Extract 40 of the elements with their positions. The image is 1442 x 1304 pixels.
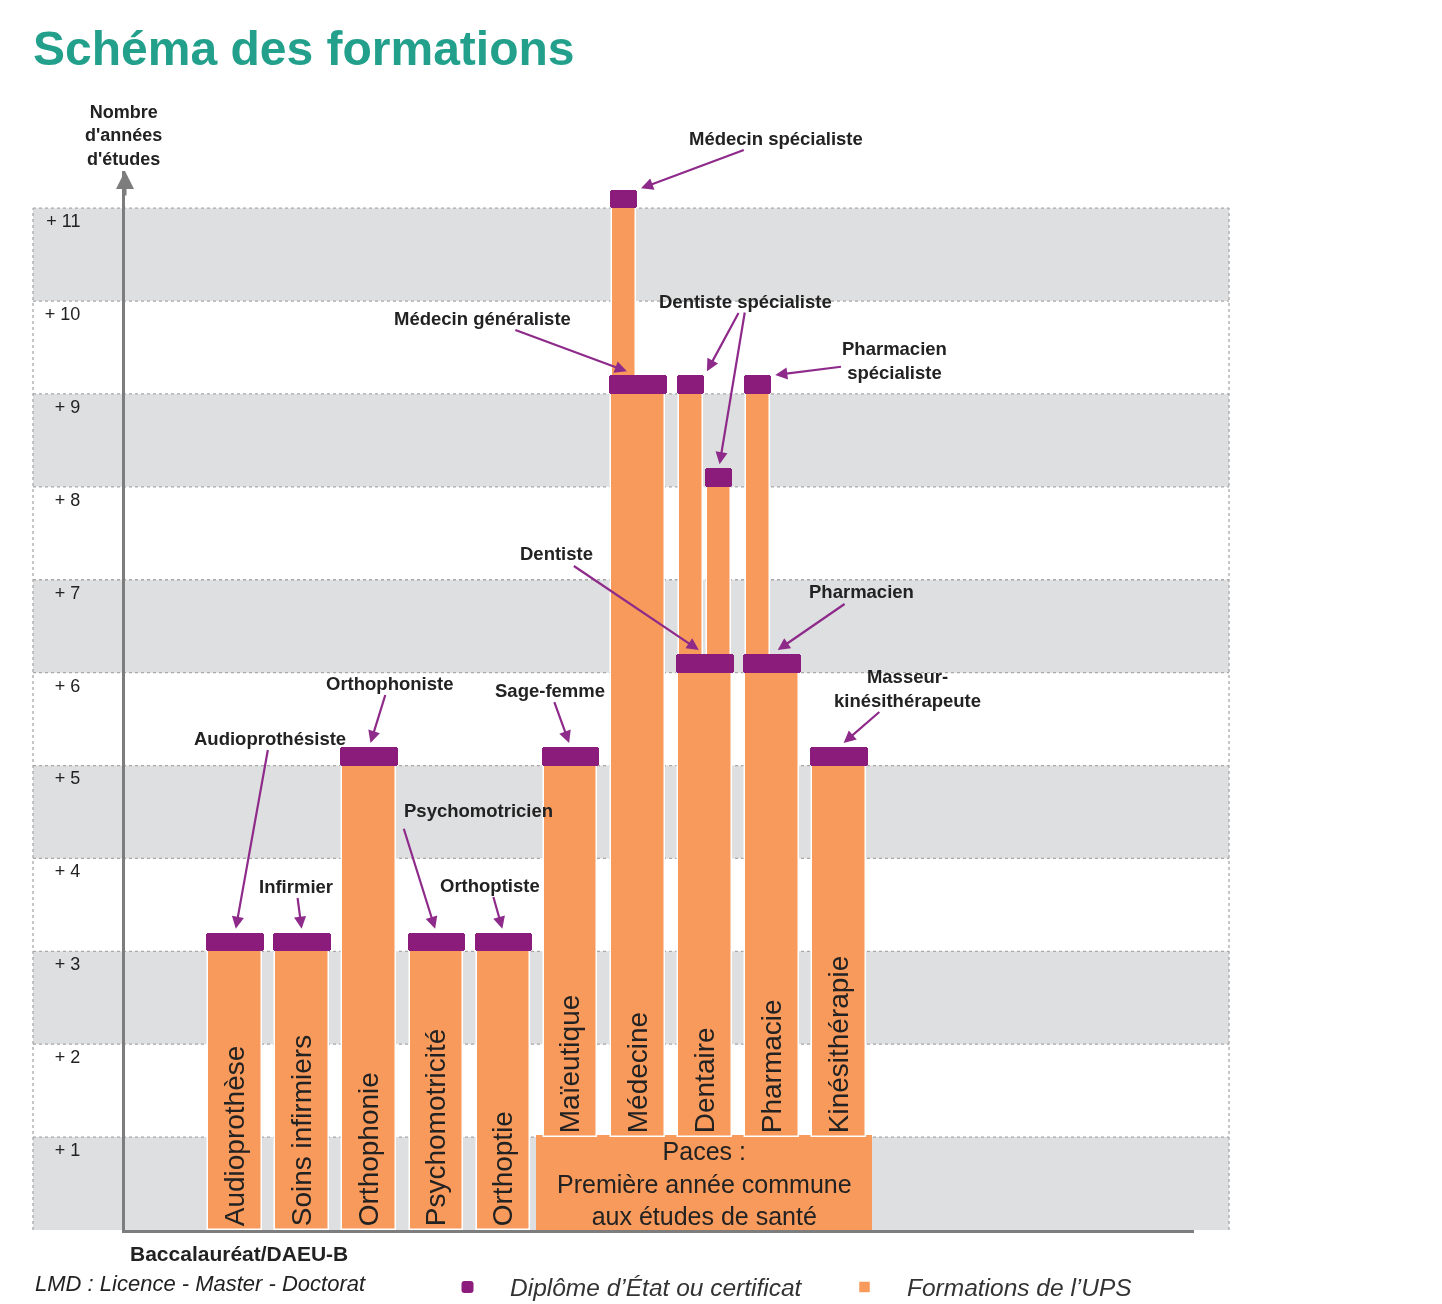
annotation: Infirmier (259, 876, 334, 897)
annotation: Sage-femme (495, 680, 606, 701)
y-tick-label: + 3 (54, 954, 81, 975)
x-tick-label: Orthoptie (487, 1111, 519, 1227)
text: Baccalauréat/DAEU-B (130, 1242, 349, 1265)
legend-label: Diplôme d’État ou certificat (510, 1274, 803, 1302)
annotation: Médecin généraliste (394, 308, 571, 329)
x-tick-label: Dentaire (688, 1027, 720, 1134)
annotation: Pharmacien spécialiste (842, 338, 947, 384)
y-tick-label: + 4 (54, 861, 81, 882)
x-tick-label: Orthophonie (352, 1072, 384, 1227)
text: LMD : Licence - Master - Doctorat (35, 1271, 366, 1296)
annotation: Masseur- kinésithérapeute (834, 666, 982, 712)
y-axis-title: Nombre d'années d'études (85, 102, 163, 169)
x-tick-label: Soins infirmiers (285, 1034, 317, 1227)
y-tick-label: + 1 (54, 1140, 81, 1161)
annotation: Orthophoniste (326, 673, 454, 694)
y-tick-label: + 9 (54, 396, 81, 417)
y-tick-label: + 8 (54, 489, 81, 510)
annotation: Médecin spécialiste (689, 128, 863, 149)
x-tick-label: Maïeutique (554, 994, 586, 1134)
annotation: Orthoptiste (440, 875, 540, 896)
y-tick-label: + 7 (54, 582, 81, 603)
y-tick-label: + 6 (54, 675, 81, 696)
y-tick-label: + 11 (46, 211, 81, 232)
y-tick-label: + 10 (44, 303, 81, 324)
annotation: Audioprothésiste (194, 728, 347, 749)
annotation: Dentiste spécialiste (659, 291, 832, 312)
x-tick-label: Médecine (621, 1011, 653, 1134)
x-tick-label: Kinésithérapie (822, 955, 854, 1134)
annotation: Paces : Première année commune aux études de santé (557, 1137, 852, 1230)
annotation: Pharmacien (809, 581, 914, 602)
legend-label: Formations de l’UPS (907, 1274, 1133, 1302)
y-tick-label: + 5 (54, 768, 81, 789)
annotation: Dentiste (520, 543, 593, 564)
y-tick-label: + 2 (54, 1047, 81, 1068)
x-tick-label: Pharmacie (755, 999, 787, 1134)
chart-title: Schéma des formations (33, 21, 575, 75)
x-tick-label: Audioprothèse (218, 1045, 250, 1227)
x-tick-label: Psychomotricité (420, 1028, 452, 1227)
